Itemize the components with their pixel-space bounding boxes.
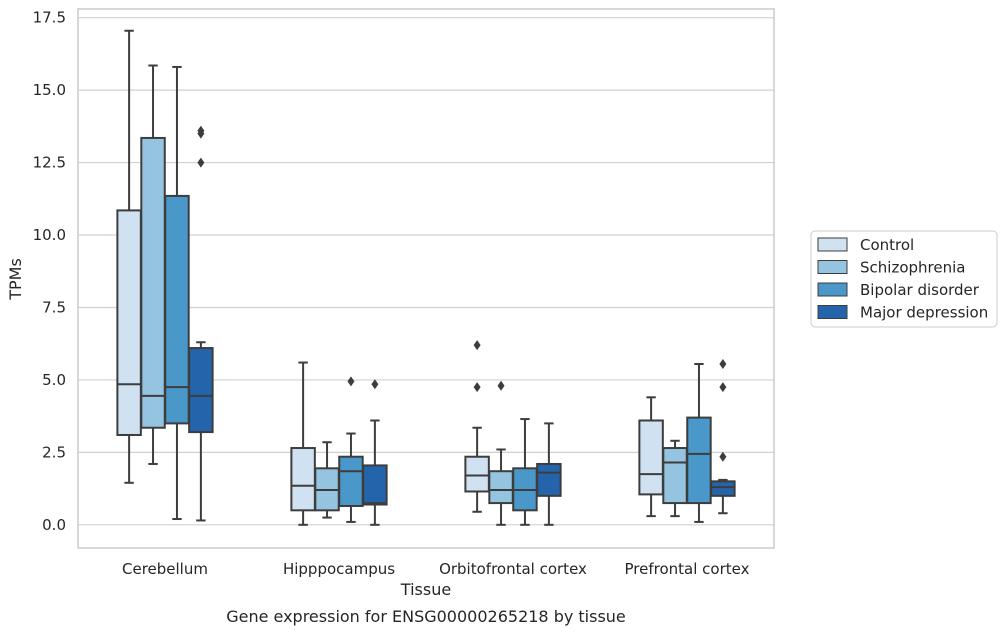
box-bipolar-disorder [512,418,538,526]
y-axis-label: TPMs [6,258,25,301]
legend-label: Major depression [860,304,988,322]
y-tick-label: 10.0 [33,226,66,244]
box-control [290,361,316,526]
y-tick-label: 17.5 [33,9,66,27]
box-iqr [464,455,490,493]
y-tick-label: 5.0 [42,371,66,389]
legend-label: Control [860,236,914,254]
chart-caption: Gene expression for ENSG00000265218 by t… [226,607,626,626]
outlier-point [197,157,205,168]
box-iqr [710,480,736,497]
box-major-depression [188,125,214,522]
box-iqr [536,462,562,497]
box-iqr [488,470,514,505]
legend-swatch [817,260,848,274]
y-tick-label: 12.5 [33,154,66,172]
x-axis-label: Tissue [400,580,451,599]
x-tick-label: Cerebellum [122,560,208,578]
box-major-depression [710,358,736,515]
outlier-point [347,376,355,387]
legend-swatch [817,282,848,297]
y-tick-labels: 0.0 2.5 5.0 7.5 10.0 12.5 15.0 17.5 [33,9,66,534]
legend-frame [810,230,998,328]
box-iqr [116,209,142,436]
box-control [464,340,490,513]
outlier-point [719,382,727,393]
box-iqr [362,464,388,506]
box-iqr [140,136,166,429]
y-tick-label: 15.0 [33,81,66,99]
box-major-depression [536,422,562,526]
outlier-point [473,382,481,393]
box-iqr [290,447,316,512]
y-tick-label: 7.5 [42,298,66,316]
outlier-point [719,358,727,369]
box-series [116,29,736,526]
x-tick-label: Orbitofrontal cortex [439,560,587,578]
box-bipolar-disorder [164,65,190,521]
box-control [116,29,142,484]
legend-label: Schizophrenia [860,259,965,277]
legend-swatch [817,305,848,319]
outlier-point [719,451,727,462]
box-iqr [188,347,214,434]
box-bipolar-disorder [338,376,364,523]
x-tick-labels: Cerebellum Hipppocampus Orbitofrontal cort… [122,560,750,578]
box-iqr [662,447,688,505]
box-iqr [638,419,664,496]
box-schizophrenia [488,380,514,526]
x-tick-label: Hipppocampus [283,560,395,578]
legend-swatch [817,237,848,252]
outlier-point [371,379,379,390]
y-tick-label: 0.0 [42,516,66,534]
legend-label: Bipolar disorder [860,281,980,299]
box-iqr [686,416,712,505]
box-major-depression [362,379,388,526]
outlier-point [497,380,505,391]
box-iqr [164,194,190,425]
box-iqr [338,455,364,507]
box-bipolar-disorder [686,362,712,523]
outlier-point [197,125,205,136]
outlier-point [473,340,481,351]
y-tick-label: 2.5 [42,443,66,461]
legend: Control Schizophrenia Bipolar disorder Majo… [810,230,998,328]
x-tick-label: Prefrontal cortex [625,560,750,578]
plot-frame [77,8,775,549]
